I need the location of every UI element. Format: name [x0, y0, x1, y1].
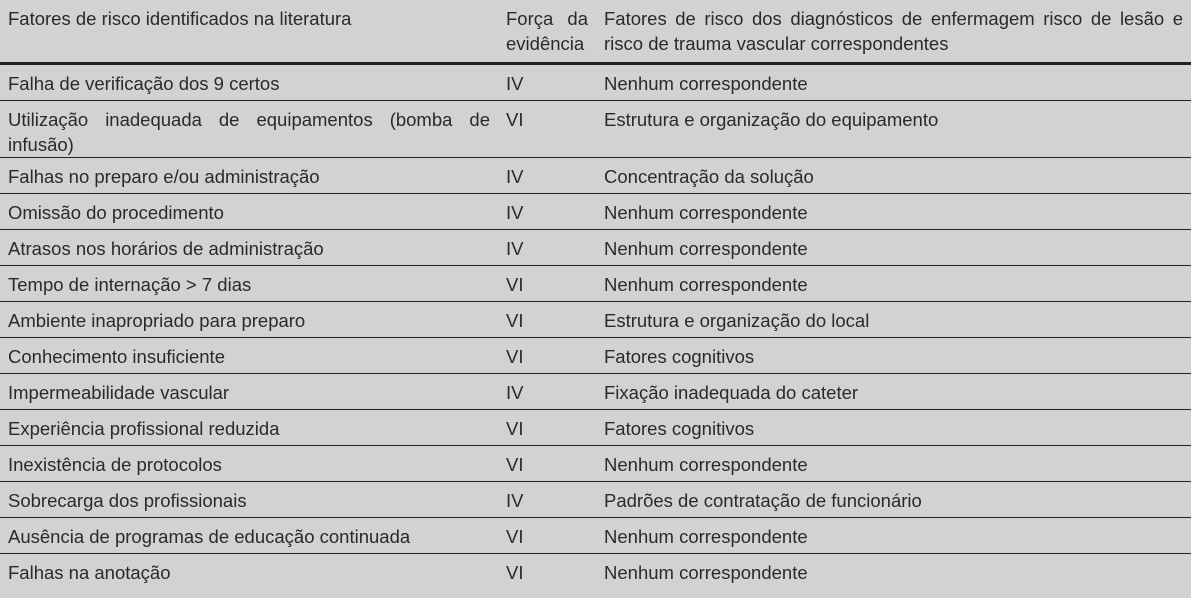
literature-factor-cell: Impermeabilidade vascular: [0, 373, 498, 410]
diagnosis-factor-cell: Estrutura e organização do equipamento: [596, 100, 1191, 158]
diagnosis-factor-cell: Nenhum correspondente: [596, 445, 1191, 482]
evidence-strength-cell: VI: [498, 517, 596, 554]
evidence-strength-cell: VI: [498, 100, 596, 158]
diagnosis-factor-cell: Nenhum correspondente: [596, 517, 1191, 554]
literature-factor-cell: Utilização inadequada de equipamentos (b…: [0, 100, 498, 158]
literature-factor-cell: Tempo de internação > 7 dias: [0, 265, 498, 302]
literature-factor-cell: Experiência profissional reduzida: [0, 409, 498, 446]
evidence-strength-cell: IV: [498, 157, 596, 194]
diagnosis-factor-cell: Padrões de contratação de funcionário: [596, 481, 1191, 518]
diagnosis-factor-cell: Nenhum correspondente: [596, 63, 1191, 101]
diagnosis-factor-cell: Nenhum correspondente: [596, 229, 1191, 266]
header-literature-factors: Fatores de risco identificados na litera…: [0, 0, 498, 65]
evidence-strength-cell: VI: [498, 301, 596, 338]
table-row: Atrasos nos horários de administração IV N…: [0, 229, 1191, 266]
evidence-strength-cell: VI: [498, 337, 596, 374]
table-row: Experiência profissional reduzida VI Fator…: [0, 409, 1191, 446]
table-row: Utilização inadequada de equipamentos (b…: [0, 100, 1191, 158]
diagnosis-factor-cell: Nenhum correspondente: [604, 562, 808, 583]
evidence-strength-cell: IV: [498, 63, 596, 101]
evidence-strength-cell: VI: [498, 409, 596, 446]
literature-factor-cell: Falhas no preparo e/ou administração: [0, 157, 498, 194]
evidence-strength-cell: IV: [498, 193, 596, 230]
diagnosis-factor-cell: Estrutura e organização do local: [596, 301, 1191, 338]
literature-factor-cell: Falha de verificação dos 9 certos: [0, 63, 498, 101]
header-evidence-strength: Força da evidência: [498, 0, 596, 65]
table-row: Impermeabilidade vascular IV Fixação inade…: [0, 373, 1191, 410]
diagnosis-factor-cell: Fatores cognitivos: [596, 337, 1191, 374]
evidence-strength-cell: IV: [498, 373, 596, 410]
table-row: Omissão do procedimento IV Nenhum correspo…: [0, 193, 1191, 230]
evidence-strength-cell: IV: [498, 481, 596, 518]
evidence-strength-cell: VI: [506, 562, 524, 583]
evidence-strength-cell: IV: [498, 229, 596, 266]
table-row: Ambiente inapropriado para preparo VI Estr…: [0, 301, 1191, 338]
table-row: Tempo de internação > 7 dias VI Nenhum cor…: [0, 265, 1191, 302]
literature-factor-cell: Ambiente inapropriado para preparo: [0, 301, 498, 338]
table-row: Sobrecarga dos profissionais IV Padrões de…: [0, 481, 1191, 518]
literature-factor-cell: Atrasos nos horários de administração: [0, 229, 498, 266]
diagnosis-factor-cell: Fatores cognitivos: [596, 409, 1191, 446]
table-row: Ausência de programas de educação contin…: [0, 517, 1191, 554]
table-row: Inexistência de protocolos VI Nenhum corre…: [0, 445, 1191, 482]
literature-factor-cell: Ausência de programas de educação contin…: [0, 517, 498, 554]
literature-factor-cell: Inexistência de protocolos: [0, 445, 498, 482]
evidence-strength-cell: VI: [498, 445, 596, 482]
header-diagnosis-factors: Fatores de risco dos diagnósticos de enf…: [596, 0, 1191, 65]
diagnosis-factor-cell: Fixação inadequada do cateter: [596, 373, 1191, 410]
diagnosis-factor-cell: Nenhum correspondente: [596, 265, 1191, 302]
literature-factor-cell: Sobrecarga dos profissionais: [0, 481, 498, 518]
diagnosis-factor-cell: Nenhum correspondente: [596, 193, 1191, 230]
header-row: Fatores de risco identificados na litera…: [0, 0, 1191, 65]
table-row: Falhas no preparo e/ou administração IV Co…: [0, 157, 1191, 194]
literature-factor-cell: Conhecimento insuficiente: [0, 337, 498, 374]
table-row: Falhas na anotação VI Nenhum correspondent…: [0, 554, 1191, 590]
literature-factor-cell: Omissão do procedimento: [0, 193, 498, 230]
diagnosis-factor-cell: Concentração da solução: [596, 157, 1191, 194]
table-row: Conhecimento insuficiente VI Fatores cogni…: [0, 337, 1191, 374]
literature-factor-cell: Falhas na anotação: [8, 562, 171, 583]
evidence-strength-cell: VI: [498, 265, 596, 302]
table-row: Falha de verificação dos 9 certos IV Nenhu…: [0, 63, 1191, 101]
